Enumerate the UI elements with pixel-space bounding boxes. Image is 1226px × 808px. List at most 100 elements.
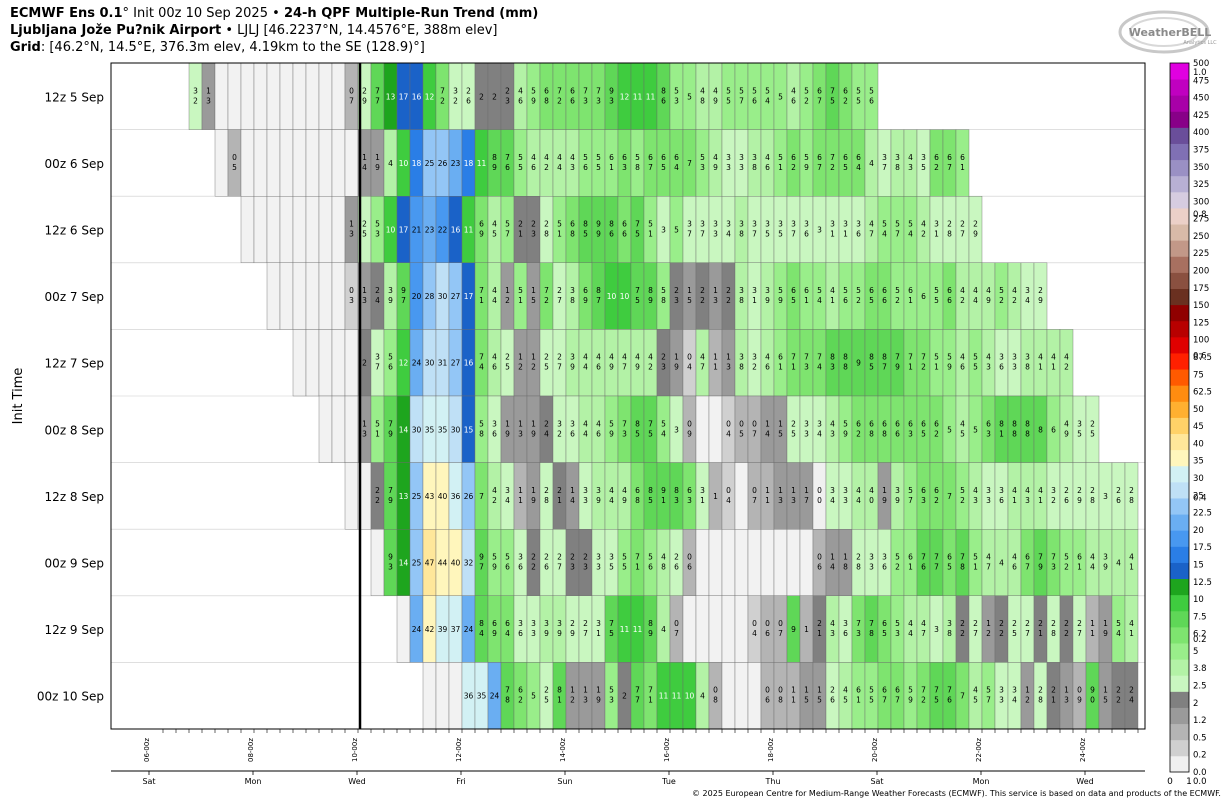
- day-label: Mon: [245, 777, 262, 786]
- qpf-cell-value: 25: [412, 492, 422, 501]
- qpf-cell-value: 1: [843, 553, 848, 562]
- qpf-cell-value: 4: [674, 163, 679, 172]
- qpf-cell-value: 9: [388, 553, 393, 562]
- qpf-cell-value: 2: [518, 363, 523, 372]
- qpf-cell-value: 3: [375, 230, 380, 239]
- qpf-cell-value: 4: [570, 153, 575, 162]
- qpf-cell-value: 6: [804, 286, 809, 295]
- qpf-cell-value: 11: [672, 692, 682, 701]
- qpf-cell-value: 24: [464, 625, 474, 634]
- qpf-cell-value: 1: [687, 286, 692, 295]
- qpf-cell-value: 30: [425, 359, 435, 368]
- qpf-cell-value: 5: [843, 286, 848, 295]
- qpf-cell-value: 2: [583, 553, 588, 562]
- qpf-cell: [318, 129, 333, 197]
- qpf-cell-value: 7: [895, 696, 900, 705]
- qpf-cell-value: 5: [687, 92, 692, 101]
- qpf-cell-value: 3: [570, 563, 575, 572]
- qpf-cell-value: 4: [908, 629, 913, 638]
- qpf-cell-value: 7: [960, 692, 965, 701]
- qpf-cell-value: 6: [648, 563, 653, 572]
- qpf-cell-value: 2: [518, 696, 523, 705]
- colorbar-tick-label: 400: [1193, 128, 1209, 138]
- qpf-cell-value: 2: [583, 619, 588, 628]
- qpf-cell-value: 5: [895, 220, 900, 229]
- plot-frame: [110, 62, 1146, 730]
- qpf-cell-value: 5: [778, 429, 783, 438]
- qpf-cell-value: 3: [713, 296, 718, 305]
- qpf-cell: [760, 529, 775, 597]
- qpf-cell-value: 6: [895, 429, 900, 438]
- qpf-cell-value: 6: [908, 286, 913, 295]
- qpf-cell-value: 6: [479, 220, 484, 229]
- qpf-cell-value: 2: [544, 686, 549, 695]
- qpf-cell-value: 5: [869, 363, 874, 372]
- qpf-cell-value: 9: [609, 86, 614, 95]
- qpf-cell-value: 5: [375, 220, 380, 229]
- weatherbell-logo-image: WeatherBELL Analytics LLC: [1118, 10, 1217, 54]
- colorbar-inch-label: 0.2: [1193, 635, 1207, 645]
- qpf-cell-value: 1: [1038, 496, 1043, 505]
- colorbar-swatch: [1170, 369, 1189, 386]
- qpf-cell-value: 5: [505, 220, 510, 229]
- qpf-cell-value: 7: [960, 230, 965, 239]
- qpf-cell-value: 3: [1077, 419, 1082, 428]
- qpf-cell-value: 0: [739, 419, 744, 428]
- qpf-cell: [214, 62, 229, 130]
- qpf-cell-value: 2: [1051, 686, 1056, 695]
- qpf-cell-value: 7: [934, 563, 939, 572]
- qpf-cell: [227, 62, 242, 130]
- qpf-cell-value: 5: [934, 353, 939, 362]
- qpf-cell-value: 4: [1090, 553, 1095, 562]
- qpf-cell-value: 4: [362, 163, 367, 172]
- qpf-cell-value: 8: [830, 353, 835, 362]
- qpf-cell-value: 7: [869, 230, 874, 239]
- qpf-cell-value: 9: [596, 496, 601, 505]
- qpf-cell-value: 20: [412, 292, 422, 301]
- qpf-cell-value: 2: [557, 486, 562, 495]
- qpf-cell: [331, 195, 346, 263]
- qpf-cell-value: 6: [622, 153, 627, 162]
- qpf-cell-value: 6: [908, 553, 913, 562]
- qpf-cell-value: 1: [362, 153, 367, 162]
- qpf-cell-value: 6: [882, 686, 887, 695]
- qpf-cell: [253, 62, 268, 130]
- qpf-cell-value: 5: [778, 230, 783, 239]
- qpf-cell: [708, 529, 723, 597]
- qpf-cell-value: 4: [661, 429, 666, 438]
- qpf-cell-value: 7: [375, 86, 380, 95]
- qpf-cell-value: 3: [843, 486, 848, 495]
- qpf-cell-value: 8: [1129, 496, 1134, 505]
- qpf-cell-value: 6: [856, 153, 861, 162]
- qpf-cell: [305, 262, 320, 330]
- qpf-cell-value: 9: [895, 496, 900, 505]
- qpf-cell-value: 1: [817, 686, 822, 695]
- qpf-cell-value: 7: [869, 619, 874, 628]
- qpf-cell-value: 6: [882, 296, 887, 305]
- colorbar-swatch: [1170, 385, 1189, 402]
- qpf-cell-value: 1: [1012, 496, 1017, 505]
- qpf-cell: [292, 62, 307, 130]
- qpf-cell-value: 9: [492, 563, 497, 572]
- qpf-cell-value: 9: [648, 296, 653, 305]
- qpf-cell-value: 7: [934, 553, 939, 562]
- qpf-cell-value: 18: [464, 159, 474, 168]
- qpf-cell-value: 2: [375, 286, 380, 295]
- qpf-cell-value: 22: [438, 226, 448, 235]
- qpf-cell-value: 8: [648, 486, 653, 495]
- colorbar-tick-label: 50: [1193, 405, 1204, 415]
- qpf-cell-value: 7: [817, 96, 822, 105]
- qpf-cell-value: 9: [856, 359, 861, 368]
- qpf-cell-value: 4: [388, 159, 393, 168]
- qpf-cell-value: 3: [1025, 286, 1030, 295]
- qpf-cell-value: 3: [596, 486, 601, 495]
- qpf-cell-value: 5: [882, 629, 887, 638]
- qpf-cell-value: 7: [752, 496, 757, 505]
- qpf-cell-value: 4: [661, 625, 666, 634]
- qpf-cell-value: 5: [1116, 619, 1121, 628]
- qpf-cell-value: 4: [531, 153, 536, 162]
- qpf-cell-value: 2: [375, 486, 380, 495]
- qpf-cell-value: 16: [412, 92, 422, 101]
- colorbar-swatch: [1170, 433, 1189, 451]
- qpf-cell-value: 9: [492, 629, 497, 638]
